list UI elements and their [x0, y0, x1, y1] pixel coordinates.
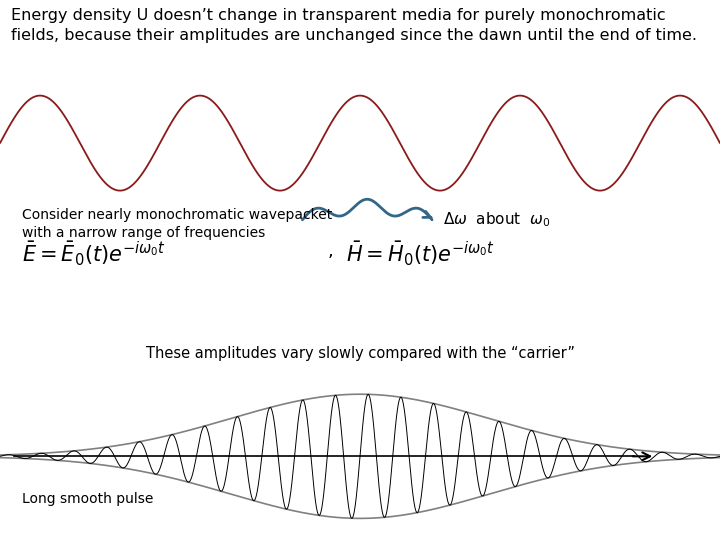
Text: $\bar{E} = \bar{E}_0(t)e^{-i\omega_0 t}$: $\bar{E} = \bar{E}_0(t)e^{-i\omega_0 t}$ — [22, 240, 166, 268]
Text: Long smooth pulse: Long smooth pulse — [22, 492, 153, 507]
Text: Energy density U doesn’t change in transparent media for purely monochromatic
fi: Energy density U doesn’t change in trans… — [11, 8, 697, 43]
Text: ,: , — [328, 242, 333, 260]
Text: $\Delta\omega$  about  $\omega_0$: $\Delta\omega$ about $\omega_0$ — [443, 211, 550, 229]
Text: Consider nearly monochromatic wavepacket
with a narrow range of frequencies: Consider nearly monochromatic wavepacket… — [22, 208, 332, 240]
Text: These amplitudes vary slowly compared with the “carrier”: These amplitudes vary slowly compared wi… — [145, 346, 575, 361]
Text: $\bar{H} = \bar{H}_0(t)e^{-i\omega_0 t}$: $\bar{H} = \bar{H}_0(t)e^{-i\omega_0 t}$ — [346, 240, 495, 268]
